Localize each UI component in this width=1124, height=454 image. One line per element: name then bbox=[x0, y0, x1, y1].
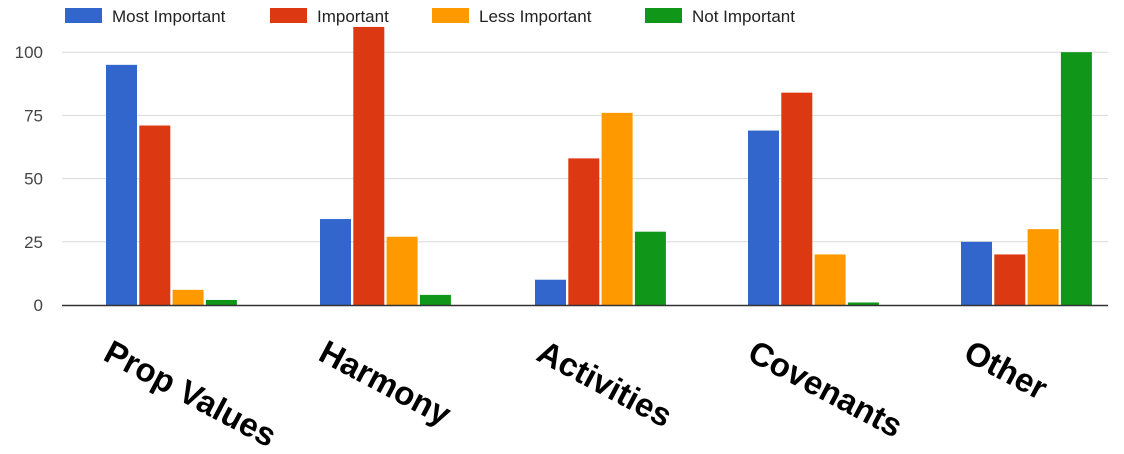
bar-other-important bbox=[994, 254, 1026, 305]
y-tick-label: 50 bbox=[24, 170, 43, 189]
y-tick-label: 0 bbox=[34, 296, 43, 315]
legend-label-most-important: Most Important bbox=[112, 7, 226, 26]
bar-other-most-important bbox=[961, 241, 992, 305]
y-tick-label: 100 bbox=[15, 43, 43, 62]
bar-other-less-important bbox=[1027, 229, 1059, 305]
bar-harmony-not-important bbox=[419, 294, 451, 305]
y-axis-ticks: 0 25 50 75 100 bbox=[15, 43, 43, 315]
bar-covenants-not-important bbox=[847, 302, 879, 305]
bar-covenants-important bbox=[781, 92, 813, 305]
legend: Most Important Important Less Important Not… bbox=[65, 7, 795, 26]
x-axis-labels: Prop Values Harmony Activities Covenants Oth… bbox=[98, 333, 1053, 454]
legend-swatch-less-important bbox=[432, 8, 469, 23]
bars bbox=[106, 26, 1092, 306]
bar-other-not-important bbox=[1060, 52, 1092, 306]
bar-prop-values-not-important bbox=[205, 299, 237, 305]
x-tick-label-other: Other bbox=[958, 333, 1053, 407]
bar-prop-values-most-important bbox=[106, 64, 137, 305]
bar-covenants-less-important bbox=[814, 254, 846, 305]
y-tick-label: 25 bbox=[24, 233, 43, 252]
bar-harmony-important bbox=[353, 26, 385, 305]
bar-covenants-most-important bbox=[748, 130, 779, 305]
legend-label-important: Important bbox=[317, 7, 389, 26]
legend-swatch-not-important bbox=[645, 8, 682, 23]
x-tick-label-harmony: Harmony bbox=[313, 333, 457, 433]
x-tick-label-prop-values: Prop Values bbox=[98, 333, 282, 449]
bar-activities-less-important bbox=[601, 112, 633, 305]
bar-activities-not-important bbox=[634, 231, 666, 305]
legend-swatch-important bbox=[270, 8, 307, 23]
bar-prop-values-important bbox=[139, 125, 171, 306]
bar-harmony-less-important bbox=[386, 236, 418, 305]
legend-label-not-important: Not Important bbox=[692, 7, 795, 26]
y-tick-label: 75 bbox=[24, 106, 43, 125]
bar-activities-important bbox=[568, 158, 600, 305]
bar-prop-values-less-important bbox=[172, 289, 204, 305]
bar-activities-most-important bbox=[535, 279, 566, 305]
x-tick-label-covenants: Covenants bbox=[742, 333, 908, 445]
x-tick-label-activities: Activities bbox=[531, 333, 678, 435]
legend-swatch-most-important bbox=[65, 8, 102, 23]
bar-harmony-most-important bbox=[320, 219, 351, 305]
legend-label-less-important: Less Important bbox=[479, 7, 592, 26]
